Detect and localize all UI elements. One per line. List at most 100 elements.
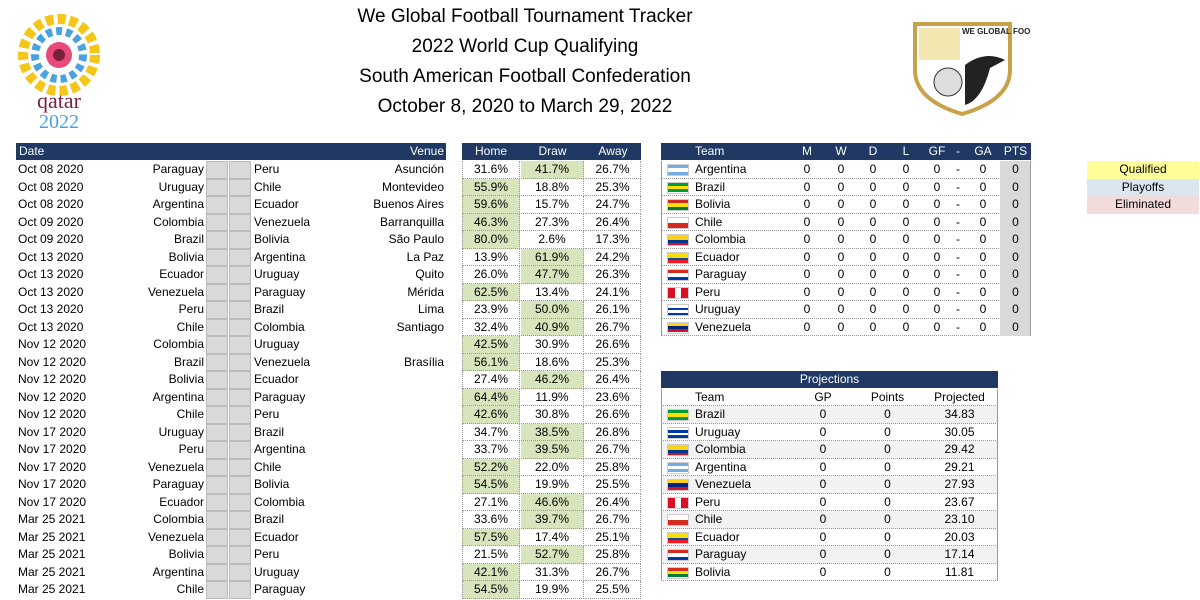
away-team: Ecuador bbox=[254, 529, 299, 544]
probability: 26.8% bbox=[585, 423, 641, 441]
legend-item: Playoffs bbox=[1087, 178, 1199, 196]
probability: 2.6% bbox=[521, 231, 584, 249]
stat: 0 bbox=[979, 197, 987, 211]
prob-header: Draw bbox=[538, 144, 567, 158]
flag bbox=[667, 514, 689, 526]
probability: 26.4% bbox=[585, 493, 641, 511]
score-box bbox=[206, 581, 228, 599]
venue: Santiago bbox=[396, 319, 444, 334]
home-team: Uruguay bbox=[158, 179, 204, 194]
projection-value: 0 bbox=[884, 459, 891, 474]
flag bbox=[667, 269, 689, 281]
standings-col: GA bbox=[974, 144, 992, 158]
match-date: Mar 25 2021 bbox=[18, 512, 86, 526]
home-team: Venezuela bbox=[147, 529, 204, 544]
stat: 0 bbox=[1012, 267, 1019, 281]
standings-col: L bbox=[902, 144, 910, 158]
probability: 39.7% bbox=[521, 511, 584, 529]
projection-row bbox=[661, 441, 998, 459]
stat: - bbox=[956, 267, 960, 281]
probability: 26.7% bbox=[585, 441, 641, 459]
score-box bbox=[206, 301, 228, 319]
standings-row bbox=[661, 301, 1031, 319]
home-team: Bolivia bbox=[168, 547, 204, 561]
home-team: Venezuela bbox=[147, 284, 204, 299]
home-team: Colombia bbox=[153, 214, 204, 229]
standings-row bbox=[661, 161, 1031, 179]
away-team: Uruguay bbox=[254, 337, 300, 351]
score-box bbox=[206, 546, 228, 564]
venue: Lima bbox=[417, 302, 444, 316]
match-date: Mar 25 2021 bbox=[18, 564, 86, 579]
stat: 0 bbox=[869, 267, 877, 281]
score-box bbox=[206, 528, 228, 546]
probability: 18.6% bbox=[521, 353, 584, 371]
probability: 19.9% bbox=[521, 476, 584, 494]
probability: 62.5% bbox=[462, 283, 520, 301]
pts-bg bbox=[1000, 161, 1030, 179]
stat: 0 bbox=[979, 302, 987, 316]
stat: 0 bbox=[803, 197, 811, 211]
prob-header-bg bbox=[462, 143, 641, 160]
stat: 0 bbox=[869, 302, 877, 316]
stat: 0 bbox=[1012, 302, 1019, 316]
stat: 0 bbox=[902, 267, 910, 281]
probability: 13.9% bbox=[462, 248, 520, 266]
score-box bbox=[229, 213, 251, 231]
away-team: Uruguay bbox=[254, 267, 300, 281]
score-box bbox=[229, 476, 251, 494]
home-team: Ecuador bbox=[159, 267, 204, 281]
score-box bbox=[206, 231, 228, 249]
pts-bg bbox=[1000, 231, 1030, 249]
probability: 47.7% bbox=[521, 266, 584, 284]
score-box bbox=[229, 388, 251, 406]
pts-bg bbox=[1000, 178, 1030, 196]
score-box bbox=[229, 371, 251, 389]
match-date: Oct 08 2020 bbox=[18, 197, 84, 211]
team-name: Chile bbox=[695, 512, 723, 526]
probability: 31.6% bbox=[462, 161, 520, 179]
stat: 0 bbox=[902, 319, 910, 334]
score-box bbox=[206, 353, 228, 371]
flag bbox=[667, 304, 689, 316]
stat: - bbox=[956, 302, 960, 316]
score-box bbox=[206, 196, 228, 214]
probability: 26.7% bbox=[585, 161, 641, 179]
match-date: Nov 17 2020 bbox=[18, 442, 87, 456]
score-box bbox=[229, 581, 251, 599]
score-box bbox=[229, 441, 251, 459]
score-box bbox=[229, 336, 251, 354]
home-team: Argentina bbox=[152, 197, 204, 211]
home-team: Argentina bbox=[152, 389, 204, 404]
standings-row bbox=[661, 178, 1031, 196]
team-name: Bolivia bbox=[695, 197, 731, 211]
home-team: Chile bbox=[176, 319, 204, 334]
probability: 25.3% bbox=[585, 353, 641, 371]
standings-row bbox=[661, 266, 1031, 284]
legend-item: Eliminated bbox=[1087, 196, 1199, 214]
stat: 0 bbox=[979, 179, 987, 194]
score-box bbox=[206, 511, 228, 529]
away-team: Uruguay bbox=[254, 564, 300, 579]
logo-word: qatar bbox=[37, 88, 82, 113]
venue: Mérida bbox=[407, 284, 444, 299]
projection-value: 0 bbox=[819, 477, 827, 491]
probability: 42.1% bbox=[462, 563, 520, 581]
projections-header bbox=[661, 388, 998, 406]
projection-row bbox=[661, 493, 998, 511]
stat: 0 bbox=[933, 232, 941, 246]
probability: 25.8% bbox=[585, 458, 641, 476]
pts-bg bbox=[1000, 283, 1030, 301]
probability: 26.6% bbox=[585, 336, 641, 354]
projection-value: 0 bbox=[884, 529, 891, 544]
projection-value: 0 bbox=[884, 564, 891, 579]
standings-row bbox=[661, 318, 1031, 336]
probability: 41.7% bbox=[521, 161, 584, 179]
stat: 0 bbox=[933, 249, 941, 264]
probability: 24.2% bbox=[585, 248, 641, 266]
away-team: Chile bbox=[254, 459, 282, 474]
probability: 26.7% bbox=[585, 318, 641, 336]
standings-row bbox=[661, 213, 1031, 231]
away-team: Argentina bbox=[254, 442, 306, 456]
flag bbox=[667, 549, 689, 561]
